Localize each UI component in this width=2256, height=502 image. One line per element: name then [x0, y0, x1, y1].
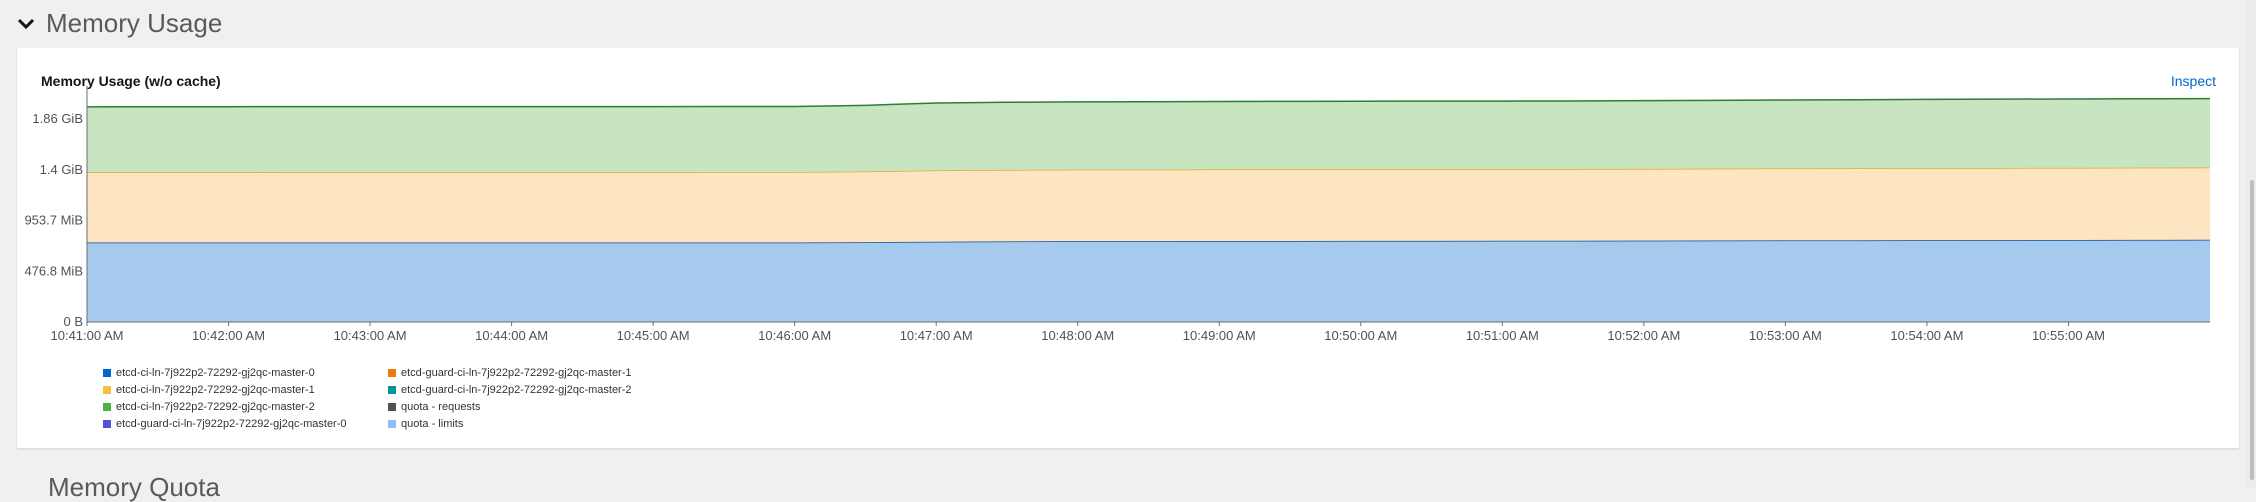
legend-item[interactable]: etcd-guard-ci-ln-7j922p2-72292-gj2qc-mas… — [388, 383, 688, 397]
y-tick-label: 1.86 GiB — [32, 111, 83, 126]
x-tick-label: 10:52:00 AM — [1607, 328, 1680, 343]
inspect-link[interactable]: Inspect — [2170, 73, 2216, 89]
chevron-down-icon[interactable] — [18, 18, 34, 30]
y-tick-label: 953.7 MiB — [24, 213, 83, 228]
memory-usage-section-header[interactable]: Memory Usage — [18, 8, 222, 39]
x-tick-label: 10:45:00 AM — [617, 328, 690, 343]
legend-swatch — [103, 369, 111, 377]
y-tick-label: 1.4 GiB — [40, 162, 83, 177]
legend-item[interactable]: etcd-guard-ci-ln-7j922p2-72292-gj2qc-mas… — [103, 417, 388, 431]
x-tick-label: 10:51:00 AM — [1466, 328, 1539, 343]
x-tick-label: 10:49:00 AM — [1183, 328, 1256, 343]
next-section-title: Memory Quota — [48, 472, 220, 502]
legend-item[interactable]: etcd-ci-ln-7j922p2-72292-gj2qc-master-2 — [103, 400, 388, 414]
x-tick-label: 10:53:00 AM — [1749, 328, 1822, 343]
series-area — [87, 167, 2210, 243]
card-title: Memory Usage (w/o cache) — [41, 73, 221, 89]
y-tick-label: 0 B — [63, 314, 83, 329]
legend-label: quota - limits — [401, 418, 464, 430]
x-tick-label: 10:55:00 AM — [2032, 328, 2105, 343]
x-tick-label: 10:46:00 AM — [758, 328, 831, 343]
page-scrollbar[interactable] — [2246, 0, 2256, 487]
x-tick-label: 10:43:00 AM — [334, 328, 407, 343]
legend-swatch — [103, 420, 111, 428]
section-title: Memory Usage — [46, 8, 223, 38]
legend-label: etcd-ci-ln-7j922p2-72292-gj2qc-master-0 — [116, 367, 315, 379]
x-tick-label: 10:48:00 AM — [1041, 328, 1114, 343]
legend-label: etcd-guard-ci-ln-7j922p2-72292-gj2qc-mas… — [401, 384, 632, 396]
legend-item[interactable]: etcd-guard-ci-ln-7j922p2-72292-gj2qc-mas… — [388, 366, 688, 380]
legend-item[interactable]: etcd-ci-ln-7j922p2-72292-gj2qc-master-1 — [103, 383, 388, 397]
legend-swatch — [388, 369, 396, 377]
legend-label: etcd-guard-ci-ln-7j922p2-72292-gj2qc-mas… — [116, 418, 347, 430]
legend-item[interactable]: etcd-ci-ln-7j922p2-72292-gj2qc-master-0 — [103, 366, 388, 380]
legend-label: quota - requests — [401, 401, 481, 413]
series-area — [87, 239, 2210, 322]
series-line — [86, 97, 2211, 108]
legend-label: etcd-ci-ln-7j922p2-72292-gj2qc-master-1 — [116, 384, 315, 396]
scrollbar-thumb[interactable] — [2250, 180, 2254, 480]
legend-swatch — [388, 403, 396, 411]
x-tick-label: 10:44:00 AM — [475, 328, 548, 343]
chart-legend: etcd-ci-ln-7j922p2-72292-gj2qc-master-0 e… — [103, 366, 688, 431]
x-tick-label: 10:50:00 AM — [1324, 328, 1397, 343]
x-tick-label: 10:42:00 AM — [192, 328, 265, 343]
y-tick-label: 476.8 MiB — [24, 263, 83, 278]
memory-usage-card: Memory Usage (w/o cache) Inspect 0 B 476.… — [17, 48, 2239, 448]
legend-item[interactable]: quota - limits — [388, 417, 688, 431]
legend-swatch — [103, 403, 111, 411]
memory-usage-chart: 0 B 476.8 MiB 953.7 MiB 1.4 GiB 1.86 GiB 10:4… — [24, 86, 2211, 343]
legend-swatch — [388, 420, 396, 428]
legend-label: etcd-guard-ci-ln-7j922p2-72292-gj2qc-mas… — [401, 367, 632, 379]
legend-swatch — [103, 386, 111, 394]
legend-label: etcd-ci-ln-7j922p2-72292-gj2qc-master-2 — [116, 401, 315, 413]
x-tick-label: 10:47:00 AM — [900, 328, 973, 343]
legend-item[interactable]: quota - requests — [388, 400, 688, 414]
series-area — [87, 98, 2210, 173]
x-tick-label: 10:41:00 AM — [51, 328, 124, 343]
x-tick-label: 10:54:00 AM — [1890, 328, 1963, 343]
legend-swatch — [388, 386, 396, 394]
